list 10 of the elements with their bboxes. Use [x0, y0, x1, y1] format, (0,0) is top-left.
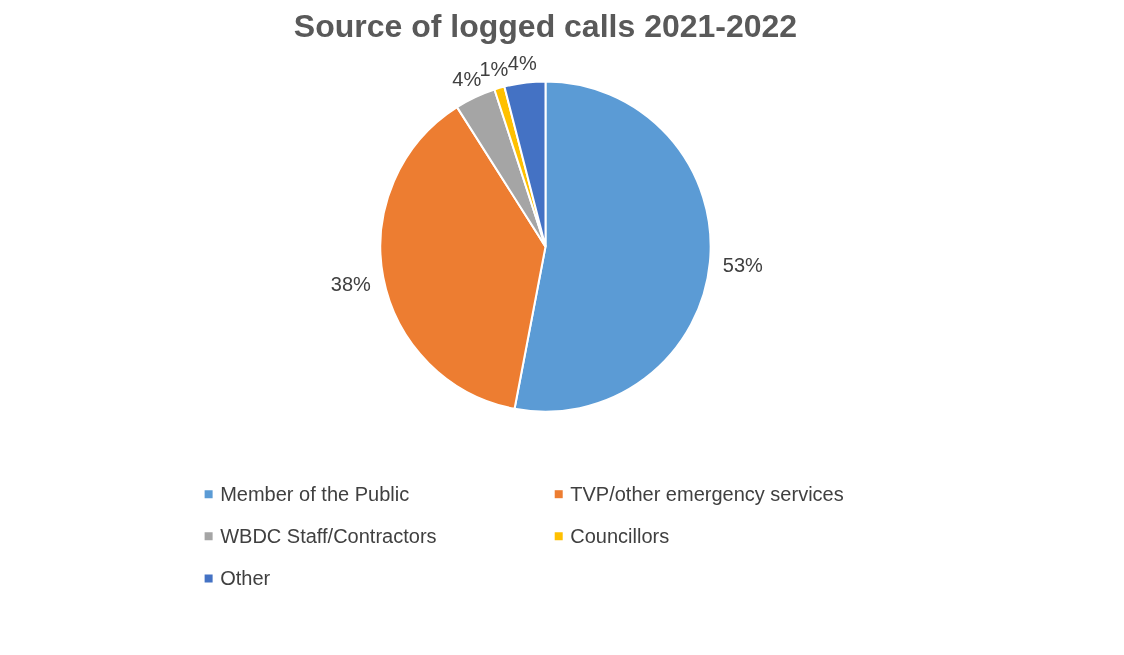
legend-label: Other [220, 567, 271, 590]
legend-label: Member of the Public [220, 483, 410, 506]
legend-label: WBDC Staff/Contractors [220, 525, 437, 548]
legend-label: TVP/other emergency services [570, 483, 844, 506]
data-label: 4% [452, 68, 482, 91]
legend-label: Councillors [570, 525, 670, 548]
chart-title: Source of logged calls 2021-2022 [293, 7, 798, 44]
data-label: 4% [507, 52, 537, 75]
data-label: 38% [330, 272, 372, 295]
data-label: 53% [722, 254, 764, 277]
